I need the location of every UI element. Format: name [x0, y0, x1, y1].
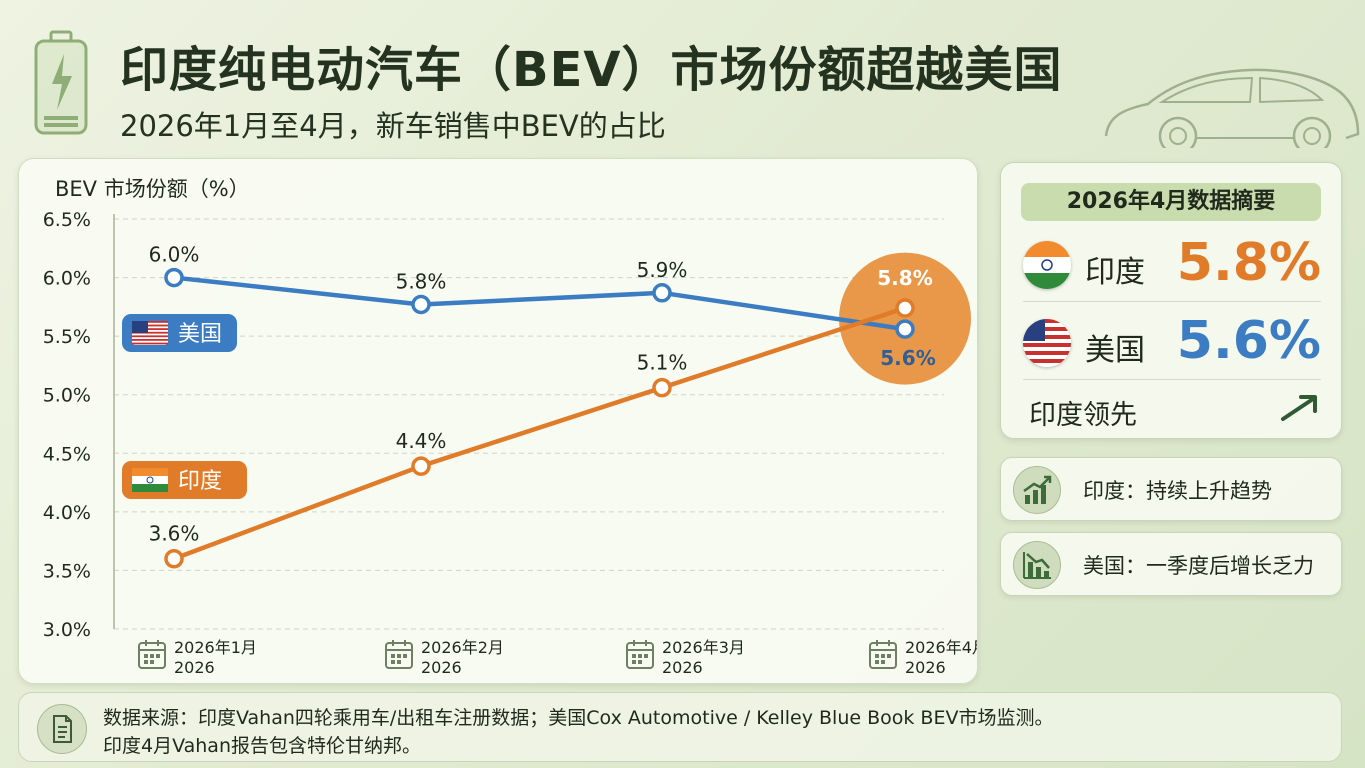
x-tick-label: 2026年2月 — [421, 638, 504, 657]
data-point-us — [411, 294, 431, 315]
data-label-us: 6.0% — [149, 243, 200, 267]
summary-row-india: 印度 5.8% — [1023, 231, 1321, 302]
data-point-india — [411, 456, 431, 476]
india-lead-text: 印度领先 — [1029, 400, 1137, 431]
data-label-india: 5.1% — [637, 351, 688, 375]
x-tick-year: 2026 — [421, 658, 462, 677]
trend-card-india: 印度：持续上升趋势 — [1000, 457, 1342, 521]
page-title: 印度纯电动汽车（BEV）市场份额超越美国 — [120, 42, 1063, 98]
source-text-line1: 数据来源：印度Vahan四轮乘用车/出租车注册数据；美国Cox Automoti… — [103, 707, 1054, 729]
calendar-icon — [385, 640, 413, 669]
arrow-up-right-icon — [1281, 395, 1317, 421]
summary-us-label: 美国 — [1085, 333, 1145, 368]
y-tick-label: 3.5% — [43, 560, 91, 582]
us-flag-icon — [132, 321, 168, 345]
y-tick-label: 3.0% — [43, 619, 91, 641]
source-bar: 数据来源：印度Vahan四轮乘用车/出租车注册数据；美国Cox Automoti… — [18, 692, 1342, 762]
data-label-india: 4.4% — [396, 429, 447, 453]
car-outline-icon — [1104, 68, 1360, 148]
us-flag-icon — [1023, 319, 1071, 367]
data-point-us — [652, 283, 672, 303]
data-point-us — [895, 319, 915, 339]
x-tick-year: 2026 — [174, 658, 215, 677]
summary-us-value: 5.6% — [1176, 311, 1321, 371]
data-label-india: 3.6% — [149, 522, 200, 546]
data-point-india — [895, 298, 915, 318]
battery-charging-icon — [34, 30, 88, 135]
summary-india-label: 印度 — [1085, 255, 1145, 290]
source-text-line2: 印度4月Vahan报告包含特伦甘纳邦。 — [103, 735, 421, 757]
y-axis-label: BEV 市场份额（%） — [55, 177, 250, 201]
page-subtitle: 2026年1月至4月，新车销售中BEV的占比 — [120, 109, 666, 143]
data-point-india — [164, 548, 184, 569]
chart-card: BEV 市场份额（%） 6.5% 6.0% 5.5% 5.0% 4.5% 4.0% 3.5%… — [18, 158, 978, 684]
series-line-india — [171, 305, 908, 561]
y-tick-label: 5.0% — [43, 385, 91, 407]
y-tick-label: 6.5% — [43, 209, 91, 231]
calendar-icon — [138, 640, 166, 669]
calendar-icon — [626, 640, 654, 669]
trend-card-us: 美国：一季度后增长乏力 — [1000, 532, 1342, 596]
series-line-us — [171, 275, 908, 332]
data-point-us — [164, 267, 184, 288]
legend-us-label: 美国 — [178, 322, 222, 347]
summary-header: 2026年4月数据摘要 — [1021, 183, 1321, 221]
y-tick-label: 4.0% — [43, 502, 91, 524]
summary-india-value: 5.8% — [1176, 233, 1321, 293]
data-label-us: 5.6% — [880, 346, 935, 370]
india-flag-icon — [1023, 241, 1071, 289]
india-flag-icon — [132, 468, 168, 492]
trend-us-text: 美国：一季度后增长乏力 — [1083, 554, 1314, 578]
chart-down-icon — [1013, 541, 1061, 589]
data-label-india: 5.8% — [877, 266, 932, 290]
document-icon — [37, 704, 87, 754]
highlight-circle — [839, 252, 971, 385]
x-tick-label: 2026年3月 — [662, 638, 745, 657]
chart-up-icon — [1013, 466, 1061, 514]
trend-india-text: 印度：持续上升趋势 — [1083, 479, 1272, 503]
y-tick-label: 5.5% — [43, 326, 91, 348]
summary-row-us: 美国 5.6% — [1023, 309, 1321, 380]
x-tick-label: 2026年4月 — [905, 638, 977, 657]
x-tick-year: 2026 — [662, 658, 703, 677]
x-tick-label: 2026年1月 — [174, 638, 257, 657]
calendar-icon — [869, 640, 897, 669]
x-tick-year: 2026 — [905, 658, 946, 677]
legend-india-label: 印度 — [178, 469, 222, 494]
data-point-india — [652, 377, 672, 398]
data-label-us: 5.8% — [396, 270, 447, 294]
line-chart: 6.5%6.0%5.5%5.0%4.5%4.0%3.5%3.0%2026年1月2… — [43, 209, 977, 677]
y-tick-label: 6.0% — [43, 268, 91, 290]
data-label-us: 5.9% — [637, 258, 688, 282]
y-tick-label: 4.5% — [43, 443, 91, 465]
summary-card: 2026年4月数据摘要 印度 5.8% 美 — [1000, 162, 1342, 439]
